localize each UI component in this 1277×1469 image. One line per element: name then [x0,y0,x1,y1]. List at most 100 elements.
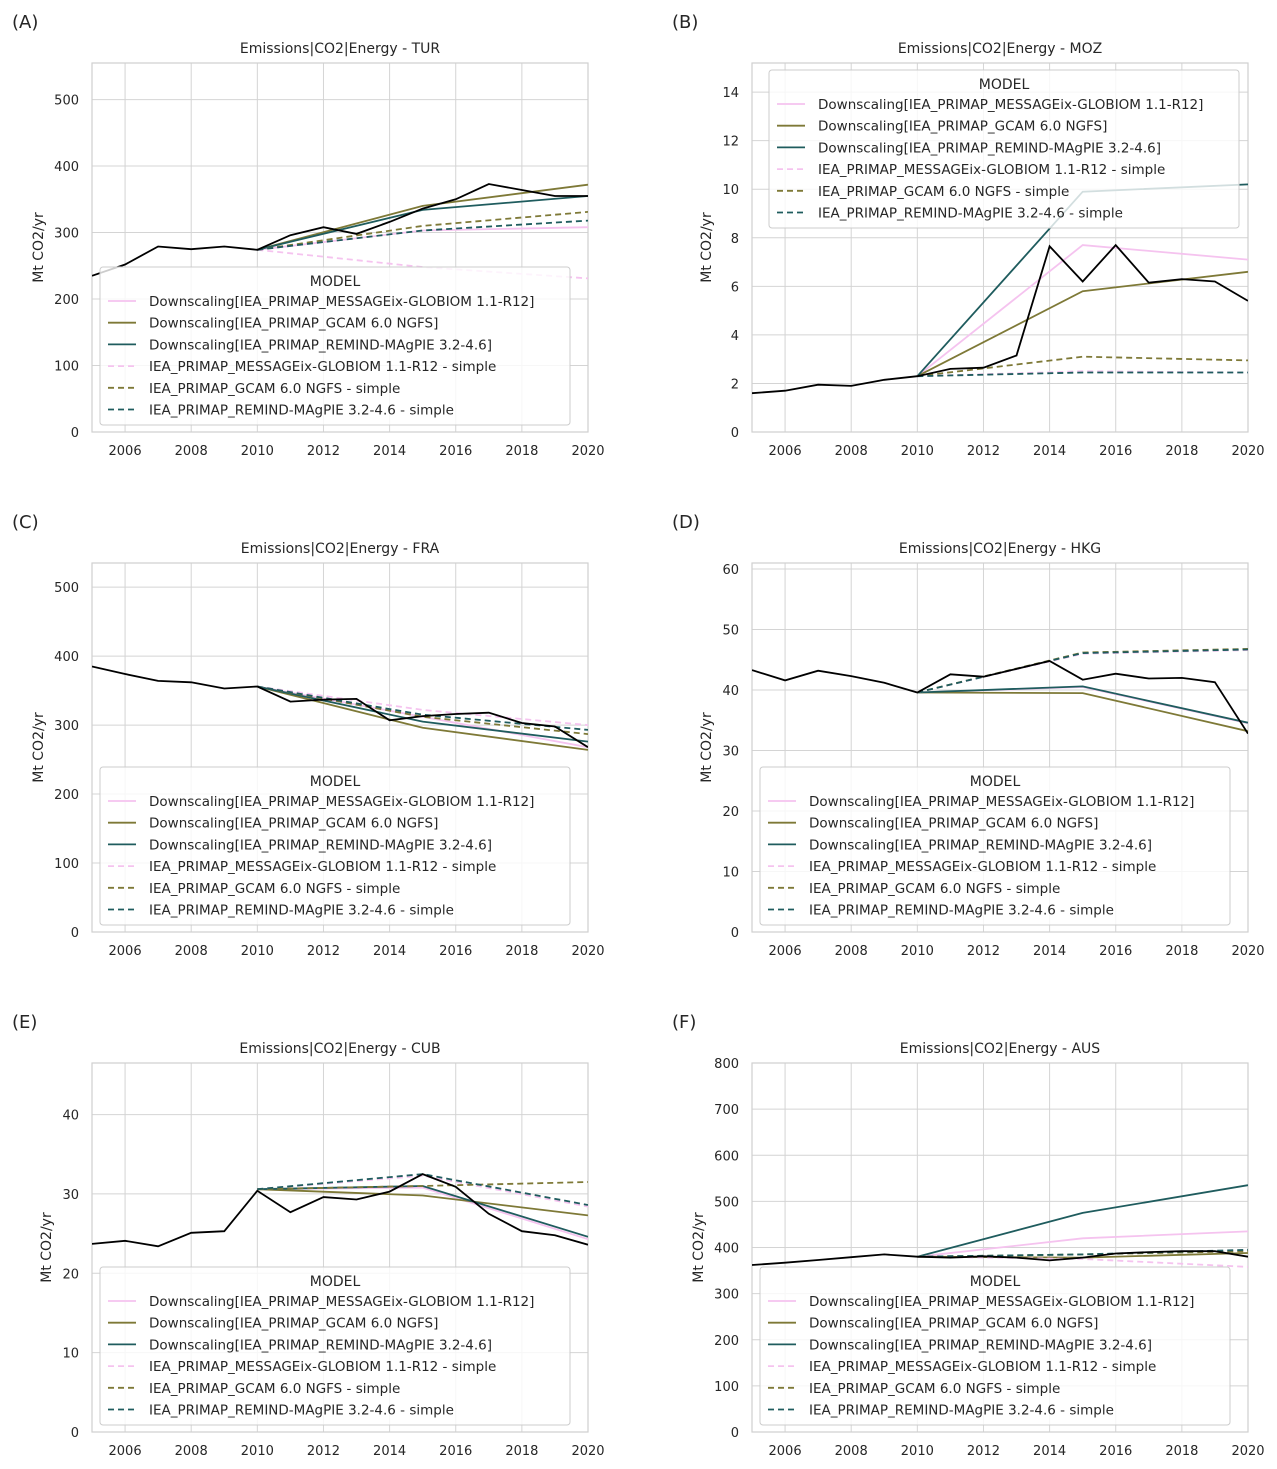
panel-letter: (E) [12,1012,37,1033]
legend-label: IEA_PRIMAP_REMIND-MAgPIE 3.2-4.6 - simpl… [809,903,1114,919]
x-tick-label: 2012 [307,1444,340,1459]
chart-title: Emissions|CO2|Energy - FRA [241,541,440,557]
plot-frame [91,562,589,933]
y-axis-label: Mt CO2/yr [31,212,47,283]
y-tick-label: 400 [54,160,79,175]
legend-label: IEA_PRIMAP_MESSAGEix-GLOBIOM 1.1-R12 - s… [809,1359,1156,1375]
legend-label: Downscaling[IEA_PRIMAP_GCAM 6.0 NGFS] [818,119,1107,135]
legend-label: Downscaling[IEA_PRIMAP_MESSAGEix-GLOBIOM… [149,294,534,310]
legend-label: IEA_PRIMAP_GCAM 6.0 NGFS - simple [809,881,1060,897]
panel-0: (A) Emissions|CO2|Energy - TUR 2006 2008 201… [12,12,605,459]
series-line [917,691,1248,733]
legend-label: IEA_PRIMAP_REMIND-MAgPIE 3.2-4.6 - simpl… [149,403,454,419]
y-tick-label: 14 [722,86,739,101]
y-tick-label: 200 [54,788,79,803]
y-axis-label: Mt CO2/yr [691,1212,707,1283]
legend-title: MODEL [970,774,1021,790]
legend-title: MODEL [310,274,361,290]
x-tick-label: 2006 [109,1444,142,1459]
legend-label: Downscaling[IEA_PRIMAP_REMIND-MAgPIE 3.2… [809,1337,1152,1353]
y-tick-label: 8 [731,232,739,247]
history-line [752,660,1248,735]
y-tick-label: 700 [714,1103,739,1118]
y-tick-label: 30 [62,1188,79,1203]
legend-label: IEA_PRIMAP_MESSAGEix-GLOBIOM 1.1-R12 - s… [149,359,496,375]
y-tick-label: 20 [722,805,739,820]
x-tick-label: 2006 [769,1444,802,1459]
x-tick-label: 2006 [109,444,142,459]
series-line [917,355,1248,378]
y-tick-label: 300 [54,227,79,242]
x-tick-label: 2008 [175,944,208,959]
y-tick-label: 200 [714,1334,739,1349]
legend-label: Downscaling[IEA_PRIMAP_REMIND-MAgPIE 3.2… [149,337,492,353]
y-tick-label: 20 [62,1267,79,1282]
y-tick-label: 0 [71,1426,79,1441]
x-tick-label: 2012 [967,944,1000,959]
series-line [257,248,588,280]
y-tick-label: 0 [71,926,79,941]
x-tick-label: 2020 [1231,1444,1264,1459]
x-tick-label: 2018 [505,944,538,959]
legend-box [99,1266,571,1426]
legend-label: Downscaling[IEA_PRIMAP_GCAM 6.0 NGFS] [149,316,438,332]
y-tick-label: 4 [731,329,739,344]
panel-letter: (C) [12,512,39,533]
series-line [917,648,1248,694]
legend: MODEL Downscaling[IEA_PRIMAP_MESSAGEix-GL… [759,766,1231,926]
x-tick-label: 2008 [835,944,868,959]
x-tick-label: 2010 [241,444,274,459]
y-axis-label: Mt CO2/yr [699,712,715,783]
history-line [92,183,588,277]
x-tick-label: 2010 [901,1444,934,1459]
x-tick-label: 2018 [1165,1444,1198,1459]
y-tick-label: 100 [54,360,79,375]
legend-label: Downscaling[IEA_PRIMAP_MESSAGEix-GLOBIOM… [149,1294,534,1310]
legend-label: IEA_PRIMAP_GCAM 6.0 NGFS - simple [149,381,400,397]
y-tick-label: 40 [62,1109,79,1124]
series-line [917,371,1248,378]
series-line [257,219,588,251]
legend-box [99,766,571,926]
legend-label: Downscaling[IEA_PRIMAP_REMIND-MAgPIE 3.2… [818,140,1161,156]
series-line [257,183,588,251]
series-line [257,1173,588,1206]
plot-frame [751,62,1249,433]
y-tick-label: 500 [54,581,79,596]
legend-label: IEA_PRIMAP_REMIND-MAgPIE 3.2-4.6 - simpl… [818,206,1123,222]
legend-label: Downscaling[IEA_PRIMAP_GCAM 6.0 NGFS] [149,1316,438,1332]
panel-letter: (B) [672,12,698,33]
x-tick-label: 2008 [835,444,868,459]
legend-label: Downscaling[IEA_PRIMAP_MESSAGEix-GLOBIOM… [149,794,534,810]
x-tick-label: 2014 [373,944,406,959]
x-tick-label: 2006 [109,944,142,959]
y-tick-label: 200 [54,293,79,308]
chart-title: Emissions|CO2|Energy - AUS [900,1041,1101,1057]
y-tick-label: 100 [714,1380,739,1395]
series-line [916,244,1248,377]
legend-label: Downscaling[IEA_PRIMAP_REMIND-MAgPIE 3.2… [149,837,492,853]
series-line [257,685,588,731]
x-tick-label: 2006 [769,944,802,959]
x-tick-label: 2018 [505,444,538,459]
x-tick-label: 2010 [241,944,274,959]
y-tick-label: 10 [722,183,739,198]
x-tick-label: 2010 [901,944,934,959]
y-tick-label: 400 [714,1242,739,1257]
x-tick-label: 2020 [571,1444,604,1459]
plot-frame [91,62,589,433]
y-tick-label: 0 [731,926,739,941]
legend-box [99,266,571,426]
series-group [752,1184,1248,1268]
legend-box [759,766,1231,926]
legend-label: IEA_PRIMAP_REMIND-MAgPIE 3.2-4.6 - simpl… [149,1403,454,1419]
plot-frame [751,1062,1249,1433]
x-tick-label: 2014 [373,444,406,459]
series-line [257,211,588,251]
y-tick-label: 400 [54,650,79,665]
y-axis-label: Mt CO2/yr [699,212,715,283]
x-tick-label: 2010 [241,1444,274,1459]
plot-frame [91,1062,589,1433]
